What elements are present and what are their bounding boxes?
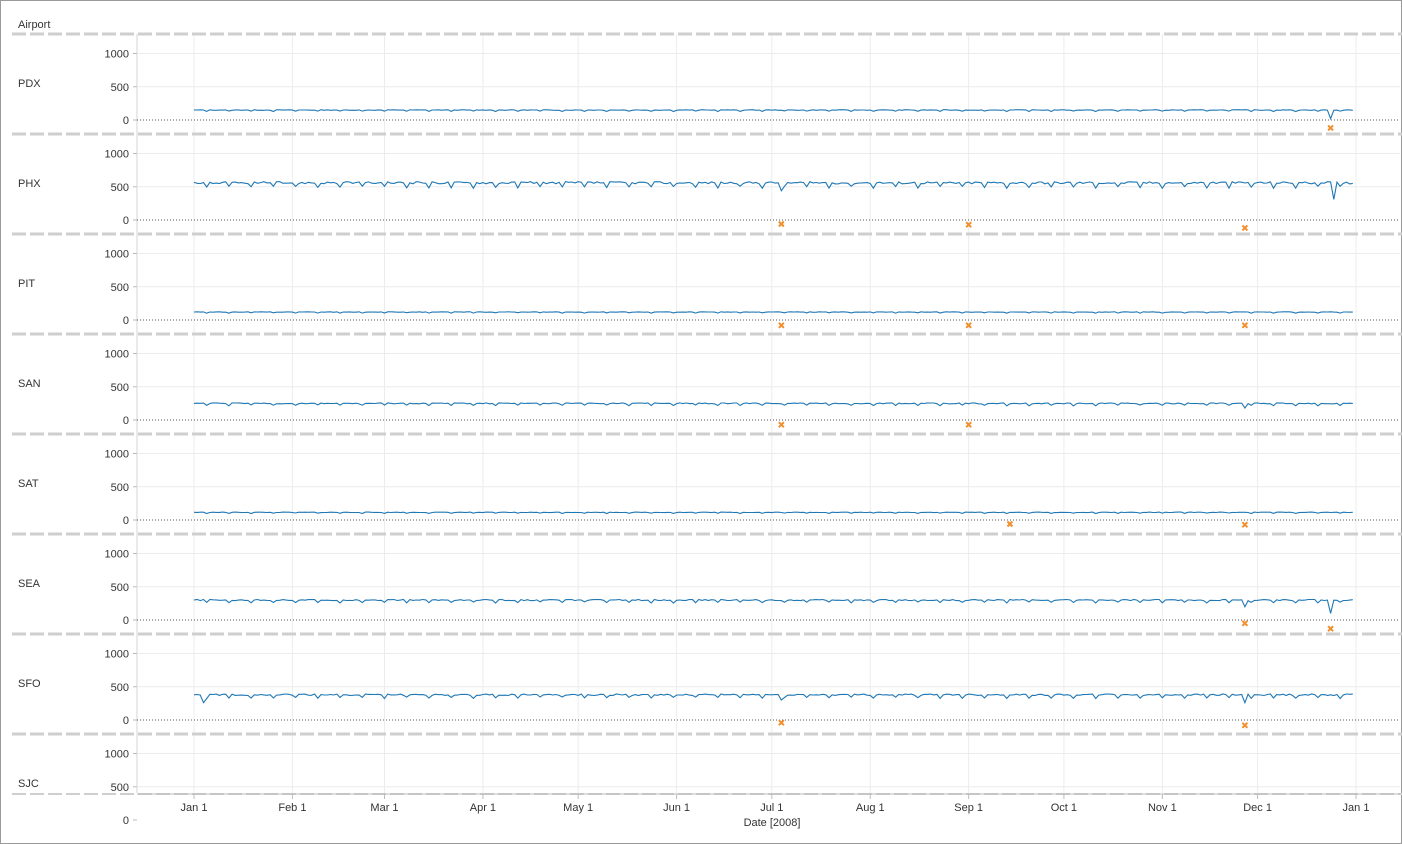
row-field-header: Airport: [18, 19, 51, 31]
y-tick-label: 1000: [105, 549, 129, 561]
x-tick-label: Aug 1: [856, 802, 885, 814]
x-axis-title: Date [2008]: [744, 817, 801, 829]
x-tick-label: Mar 1: [370, 802, 398, 814]
y-tick-label: 1000: [105, 649, 129, 661]
airport-label: SAT: [18, 478, 39, 490]
series-line-pit: [193, 311, 1353, 314]
x-tick-label: Nov 1: [1148, 802, 1177, 814]
y-tick-label: 1000: [105, 249, 129, 261]
series-line-san: [193, 402, 1353, 409]
x-tick-label: Dec 1: [1243, 802, 1272, 814]
y-tick-label: 500: [111, 782, 129, 794]
y-tick-label: 1000: [105, 349, 129, 361]
airport-label: SEA: [18, 578, 41, 590]
anomaly-marker: [965, 221, 972, 228]
anomaly-marker: [778, 719, 785, 726]
y-tick-label: 0: [123, 415, 129, 427]
anomaly-marker: [1241, 521, 1249, 528]
y-tick-label: 0: [123, 515, 129, 527]
y-tick-label: 0: [123, 715, 129, 727]
y-tick-label: 1000: [105, 149, 129, 161]
y-tick-label: 500: [111, 382, 129, 394]
anomaly-marker: [778, 220, 785, 228]
series-line-phx: [193, 180, 1353, 200]
x-tick-label: Apr 1: [470, 802, 496, 814]
anomaly-marker: [1241, 722, 1249, 729]
y-tick-label: 500: [111, 182, 129, 194]
airport-label: PDX: [18, 78, 41, 90]
x-tick-label: May 1: [563, 802, 593, 814]
series-line-pdx: [193, 109, 1353, 121]
anomaly-marker: [1327, 625, 1334, 632]
anomaly-marker: [965, 421, 972, 428]
y-tick-label: 0: [123, 115, 129, 127]
x-tick-label: Jun 1: [663, 802, 690, 814]
x-tick-label: Jan 1: [1343, 802, 1370, 814]
y-tick-label: 500: [111, 682, 129, 694]
anomaly-marker: [1327, 124, 1334, 132]
series-line-sea: [193, 598, 1353, 614]
y-tick-label: 1000: [105, 749, 129, 761]
y-tick-label: 500: [111, 582, 129, 594]
anomaly-marker: [1241, 322, 1249, 329]
series-line-sat: [193, 511, 1353, 515]
airport-label: SJC: [18, 778, 39, 790]
y-tick-label: 500: [111, 482, 129, 494]
airport-label: PIT: [18, 278, 35, 290]
anomaly-marker: [1006, 520, 1014, 528]
anomaly-marker: [778, 322, 785, 329]
y-tick-label: 500: [111, 282, 129, 294]
y-tick-label: 500: [111, 82, 129, 94]
x-tick-label: Oct 1: [1051, 802, 1077, 814]
y-tick-label: 0: [123, 315, 129, 327]
x-tick-label: Jan 1: [181, 802, 208, 814]
airport-label: SFO: [18, 678, 41, 690]
airport-label: SAN: [18, 378, 41, 390]
y-tick-label: 1000: [105, 49, 129, 61]
y-tick-label: 0: [123, 215, 129, 227]
anomaly-marker: [778, 421, 785, 428]
x-tick-label: Feb 1: [278, 802, 306, 814]
anomaly-marker: [965, 322, 972, 329]
y-tick-label: 1000: [105, 449, 129, 461]
airport-label: PHX: [18, 178, 41, 190]
x-tick-label: Jul 1: [760, 802, 783, 814]
anomaly-marker: [1241, 224, 1249, 232]
y-tick-label: 0: [123, 615, 129, 627]
x-tick-label: Sep 1: [954, 802, 983, 814]
anomaly-marker: [1241, 620, 1249, 627]
y-tick-label: 0: [123, 815, 129, 827]
series-line-sfo: [193, 693, 1353, 705]
